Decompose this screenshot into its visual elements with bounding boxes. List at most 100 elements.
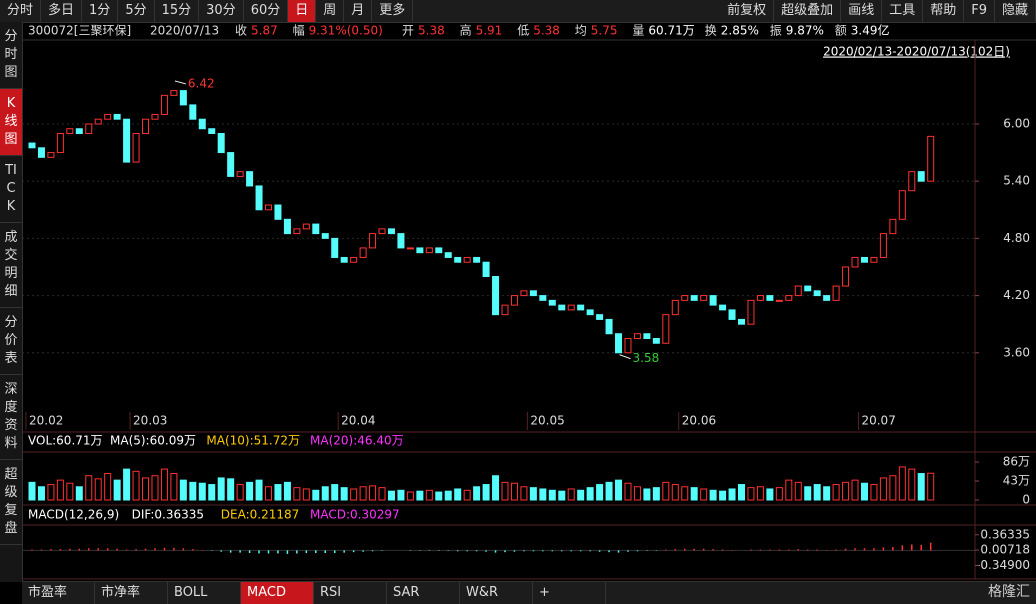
sidebar-tab[interactable]: 成交明细 (0, 223, 22, 308)
info-value: 60.71万 (648, 24, 694, 38)
info-value: 5.38 (418, 24, 445, 38)
volume-bar (198, 482, 206, 501)
candle (321, 233, 329, 239)
volume-bar (359, 486, 367, 501)
toolbar-tab[interactable]: 30分 (199, 0, 244, 22)
candle (416, 247, 424, 254)
candle (132, 133, 140, 163)
info-label: 量 (632, 24, 644, 38)
toolbar-button[interactable]: F9 (964, 0, 995, 22)
volume-bar (312, 489, 320, 501)
candle (350, 256, 358, 263)
toolbar: 分时 多日 1分 5分 15分 30分 60分日周月更多 前复权 超级叠加 画线 工具 帮助 F9 隐藏 (0, 0, 1036, 23)
candle (671, 299, 679, 316)
volume-bar (927, 472, 935, 501)
volume-bar (75, 486, 83, 501)
y-tick-label: -0.34900 (976, 558, 1030, 572)
indicator-tab[interactable]: 市净率 (95, 582, 168, 604)
volume-bar (832, 484, 840, 501)
toolbar-button[interactable]: 隐藏 (995, 0, 1036, 22)
candle (804, 285, 812, 292)
indicator-tab[interactable]: MACD (241, 582, 314, 604)
candle (387, 228, 395, 235)
volume-bar (236, 484, 244, 501)
sidebar-tab[interactable]: 分时图 (0, 22, 22, 89)
candle (719, 304, 727, 311)
legend-entry: MACD(12,26,9) (28, 508, 119, 522)
toolbar-tab[interactable]: 5分 (118, 0, 155, 22)
indicator-tab[interactable]: W&R (460, 582, 533, 604)
candle (643, 333, 651, 339)
volume-bar (123, 468, 131, 501)
info-label: 换 (705, 24, 717, 38)
volume-bar (681, 486, 689, 501)
volume-bar (293, 487, 301, 501)
volume-bar (482, 484, 490, 501)
legend-entry: MA(10):51.72万 (206, 434, 300, 448)
sidebar-tab[interactable]: 超级复盘 (0, 460, 22, 545)
candle (435, 247, 443, 254)
toolbar-tab[interactable]: 日 (288, 0, 317, 22)
volume-bar (652, 487, 660, 501)
volume-bar (85, 475, 93, 501)
volume-bar (283, 481, 291, 501)
indicator-tab[interactable]: SAR (387, 582, 460, 604)
toolbar-button[interactable]: 工具 (882, 0, 924, 22)
sidebar-tab[interactable]: K线图 (0, 89, 22, 156)
toolbar-button[interactable]: 前复权 (720, 0, 775, 22)
sidebar-tab[interactable]: TICK (0, 156, 22, 223)
volume-bar (719, 490, 727, 501)
y-tick-label: 5.40 (1003, 174, 1030, 188)
toolbar-button[interactable]: 画线 (841, 0, 883, 22)
toolbar-tab[interactable]: 更多 (372, 0, 414, 22)
volume-bar (775, 487, 783, 501)
toolbar-tab[interactable]: 分时 (0, 0, 42, 22)
candle (605, 318, 613, 335)
candle (898, 190, 906, 220)
indicator-tab[interactable]: RSI (314, 582, 387, 604)
toolbar-tab[interactable]: 60分 (244, 0, 289, 22)
info-value: 3.49亿 (851, 23, 890, 38)
candle (794, 285, 802, 297)
volume-bar (700, 488, 708, 501)
volume-bar (350, 488, 358, 501)
sidebar-tab[interactable]: 深度资料 (0, 375, 22, 460)
volume-bar (151, 475, 159, 501)
candle (813, 290, 821, 297)
toolbar-button[interactable]: 超级叠加 (774, 0, 842, 22)
volume-bar (709, 489, 717, 501)
volume-bar (823, 486, 831, 501)
candle (860, 256, 868, 263)
indicator-tab[interactable]: BOLL (168, 582, 241, 604)
volume-bar (463, 489, 471, 501)
volume-bar (728, 488, 736, 501)
candle (870, 256, 878, 263)
y-tick-label: 0.00718 (980, 543, 1030, 557)
volume-bar (255, 479, 263, 501)
candle (775, 299, 783, 302)
candle (66, 128, 74, 135)
info-value: 2.85% (721, 24, 759, 38)
volume-bar (113, 479, 121, 501)
sidebar-tab[interactable]: 分价表 (0, 308, 22, 375)
candle (473, 256, 481, 263)
candle (700, 295, 708, 301)
indicator-tab[interactable]: 市盈率 (22, 582, 95, 604)
volume-bar (160, 468, 168, 501)
toolbar-tab[interactable]: 15分 (155, 0, 200, 22)
candle (917, 171, 925, 182)
indicator-tab[interactable]: + (533, 582, 606, 604)
volume-bar (785, 479, 793, 501)
candle (529, 290, 537, 297)
toolbar-tab[interactable]: 多日 (41, 0, 83, 22)
toolbar-tab[interactable]: 周 (316, 0, 345, 22)
volume-bar (520, 486, 528, 501)
volume-bar (851, 479, 859, 501)
toolbar-tab[interactable]: 1分 (82, 0, 119, 22)
toolbar-button[interactable]: 帮助 (923, 0, 965, 22)
date-range: 2020/02/13-2020/07/13(102日) (823, 45, 1010, 59)
toolbar-tab[interactable]: 月 (344, 0, 373, 22)
volume-bar (605, 481, 613, 501)
volume-bar (804, 486, 812, 501)
volume-bar (274, 484, 282, 501)
